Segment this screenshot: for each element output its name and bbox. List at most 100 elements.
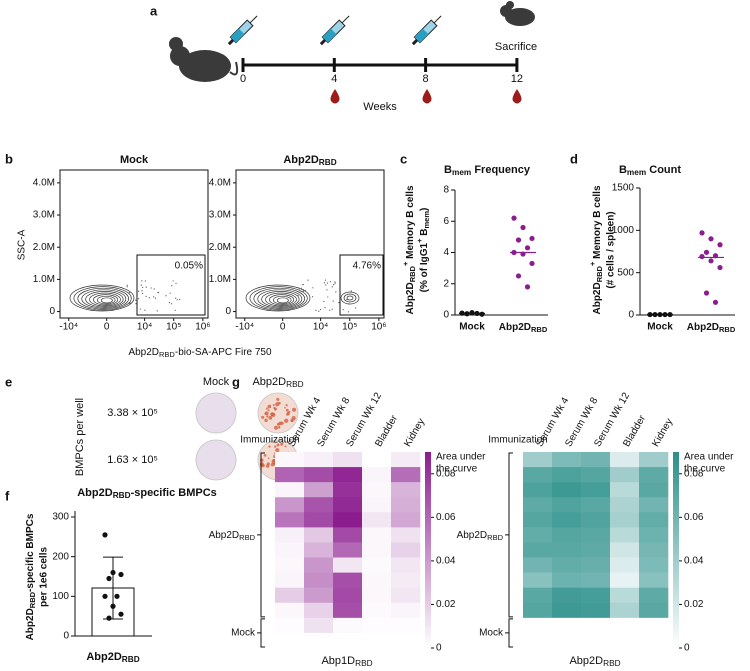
plot-title-part: Abp2D xyxy=(77,487,113,499)
heatmap-cell xyxy=(523,527,553,543)
heatmap-cell xyxy=(552,452,582,468)
heatmap-cell xyxy=(552,542,582,558)
colorbar-label: the curve xyxy=(436,464,478,475)
heatmap-cell xyxy=(610,632,640,649)
spot xyxy=(286,411,290,416)
event xyxy=(332,300,334,302)
x-axis-label: Abp2DRBD-bio-SA-APC Fire 750 xyxy=(128,347,272,359)
column-label: Bladder xyxy=(621,413,648,449)
dot xyxy=(479,311,485,317)
heatmap-cell xyxy=(552,572,582,588)
spot xyxy=(271,459,276,464)
colorbar-label: the curve xyxy=(684,464,726,475)
event xyxy=(154,297,156,299)
event xyxy=(153,296,155,298)
heatmap-cell xyxy=(333,512,363,528)
panel-label: f xyxy=(5,488,10,503)
x-tick-label: 10⁵ xyxy=(342,322,357,333)
row-group-label: Mock xyxy=(231,628,256,639)
row-group-label-part: RBD xyxy=(239,533,255,542)
heatmap-cell xyxy=(333,542,363,558)
heatmap-cell xyxy=(362,602,392,619)
event xyxy=(350,290,352,292)
well-axis-label: BMPCs per well xyxy=(74,398,86,476)
row-group-label: Mock xyxy=(479,628,504,639)
row-group-label-part: Abp2D xyxy=(209,530,240,541)
x-tick-label: 10⁶ xyxy=(195,322,210,333)
event xyxy=(168,302,171,304)
row-group-label-part: RBD xyxy=(487,533,503,542)
spot xyxy=(284,445,287,448)
dot xyxy=(647,311,653,318)
well-row-label: 3.38 × 10⁵ xyxy=(107,407,158,419)
heatmap-cell xyxy=(304,467,334,483)
heatmap-cell xyxy=(275,617,305,634)
x-axis-label-part: RBD xyxy=(603,659,620,668)
x-tick-label: Abp2DRBD xyxy=(687,322,736,334)
event xyxy=(175,297,177,299)
heatmap-cell xyxy=(333,602,363,619)
panel-label: d xyxy=(570,151,578,166)
colorbar-tick-label: 0.02 xyxy=(684,599,704,610)
spot xyxy=(265,407,269,410)
heatmap-cell xyxy=(333,467,363,483)
colorbar xyxy=(673,452,679,648)
x-tick-label: 10⁶ xyxy=(371,322,386,333)
event xyxy=(318,310,320,312)
heatmap-cell xyxy=(639,557,669,573)
dot xyxy=(106,575,112,582)
plot-title-part: -specific BMPCs xyxy=(131,487,217,499)
y-axis-label-part: Abp2D xyxy=(405,282,416,314)
y-tick-label: 1.0M xyxy=(33,274,55,285)
heatmap-cell xyxy=(581,632,611,649)
event xyxy=(311,296,314,298)
dot xyxy=(529,235,535,242)
y-tick-label: 0 xyxy=(225,306,231,317)
heatmap-cell xyxy=(275,602,305,619)
dot xyxy=(703,249,710,255)
heatmap-cell xyxy=(552,467,582,483)
heatmap-cell xyxy=(639,617,669,634)
heatmap-cell xyxy=(391,617,421,634)
event xyxy=(297,294,299,297)
heatmap-cell xyxy=(333,452,363,468)
x-tick-label-part: RBD xyxy=(531,325,548,334)
contour xyxy=(96,295,116,305)
spot xyxy=(270,462,275,467)
heatmap-cell xyxy=(333,587,363,604)
spot xyxy=(274,425,279,430)
heatmap-cell xyxy=(362,497,392,513)
spot xyxy=(291,419,294,422)
heatmap-cell xyxy=(362,617,392,634)
heatmap-cell xyxy=(333,557,363,573)
y-tick-label: 2.0M xyxy=(33,242,55,253)
event xyxy=(324,279,327,281)
panel-label: c xyxy=(400,151,407,166)
heatmap-cell xyxy=(304,632,334,649)
heatmap-cell xyxy=(552,557,582,573)
y-tick-label: 100 xyxy=(52,591,69,602)
colorbar-tick-label: 0 xyxy=(436,643,442,654)
y-axis-label: Abp2DRBD-specific BMPCs xyxy=(25,513,37,640)
x-tick-label: 0 xyxy=(104,322,110,333)
y-tick-label: 0 xyxy=(63,631,69,642)
x-tick-label: -10⁴ xyxy=(59,322,78,333)
heatmap-cell xyxy=(552,632,582,649)
heatmap-cell xyxy=(275,587,305,604)
heatmap-cell xyxy=(391,527,421,543)
dot xyxy=(114,593,120,599)
heatmap-cell xyxy=(552,512,582,528)
spot xyxy=(285,408,289,412)
heatmap-cell xyxy=(610,527,640,543)
dot xyxy=(652,311,658,318)
column-label: Kidney xyxy=(650,417,675,449)
heatmap-cell xyxy=(391,587,421,604)
colorbar-tick-label: 0.06 xyxy=(436,512,456,523)
heatmap-cell xyxy=(275,452,305,468)
y-axis-label-part: RBD xyxy=(595,265,604,282)
heatmap-cell xyxy=(304,482,334,498)
heatmap-cell xyxy=(639,467,669,483)
x-tick-label: 10⁴ xyxy=(137,322,152,333)
event xyxy=(142,292,144,294)
